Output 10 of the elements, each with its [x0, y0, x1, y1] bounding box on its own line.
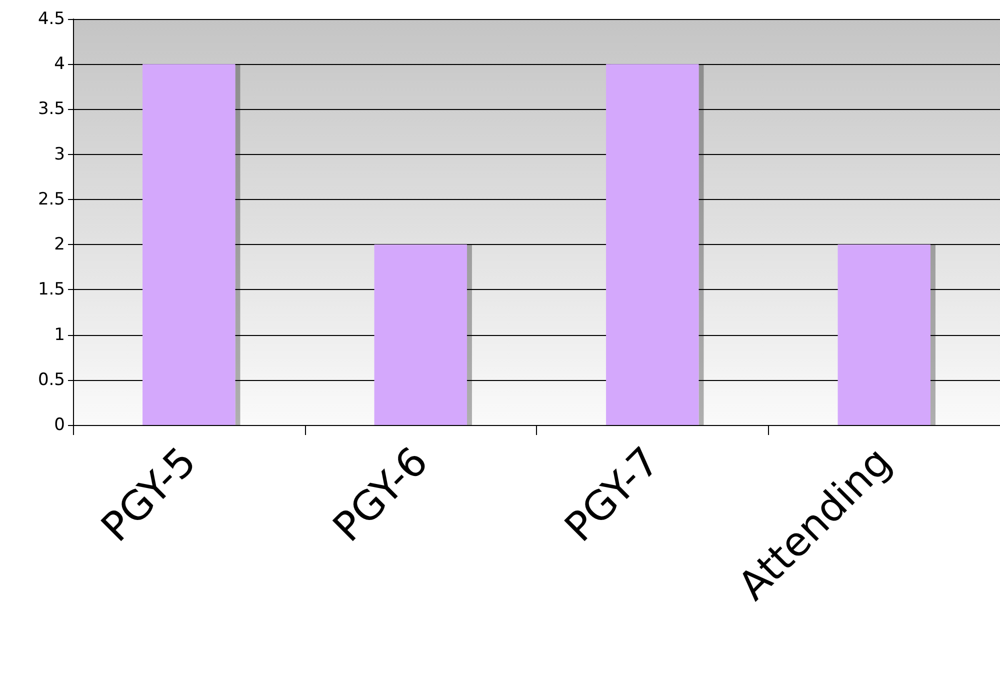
y-tick-label: 3.5	[38, 99, 65, 120]
y-tick-label: 0.5	[38, 370, 65, 390]
y-tick-label: 1.5	[38, 280, 65, 300]
y-tick-label: 2.5	[38, 189, 65, 210]
y-tick-label: 0	[54, 415, 65, 435]
y-tick-label: 1	[54, 324, 65, 345]
y-tick-label: 4	[54, 54, 65, 74]
y-tick-label: 4.5	[38, 9, 65, 29]
y-tick-label: 3	[54, 144, 65, 164]
y-tick-label: 2	[54, 234, 65, 255]
